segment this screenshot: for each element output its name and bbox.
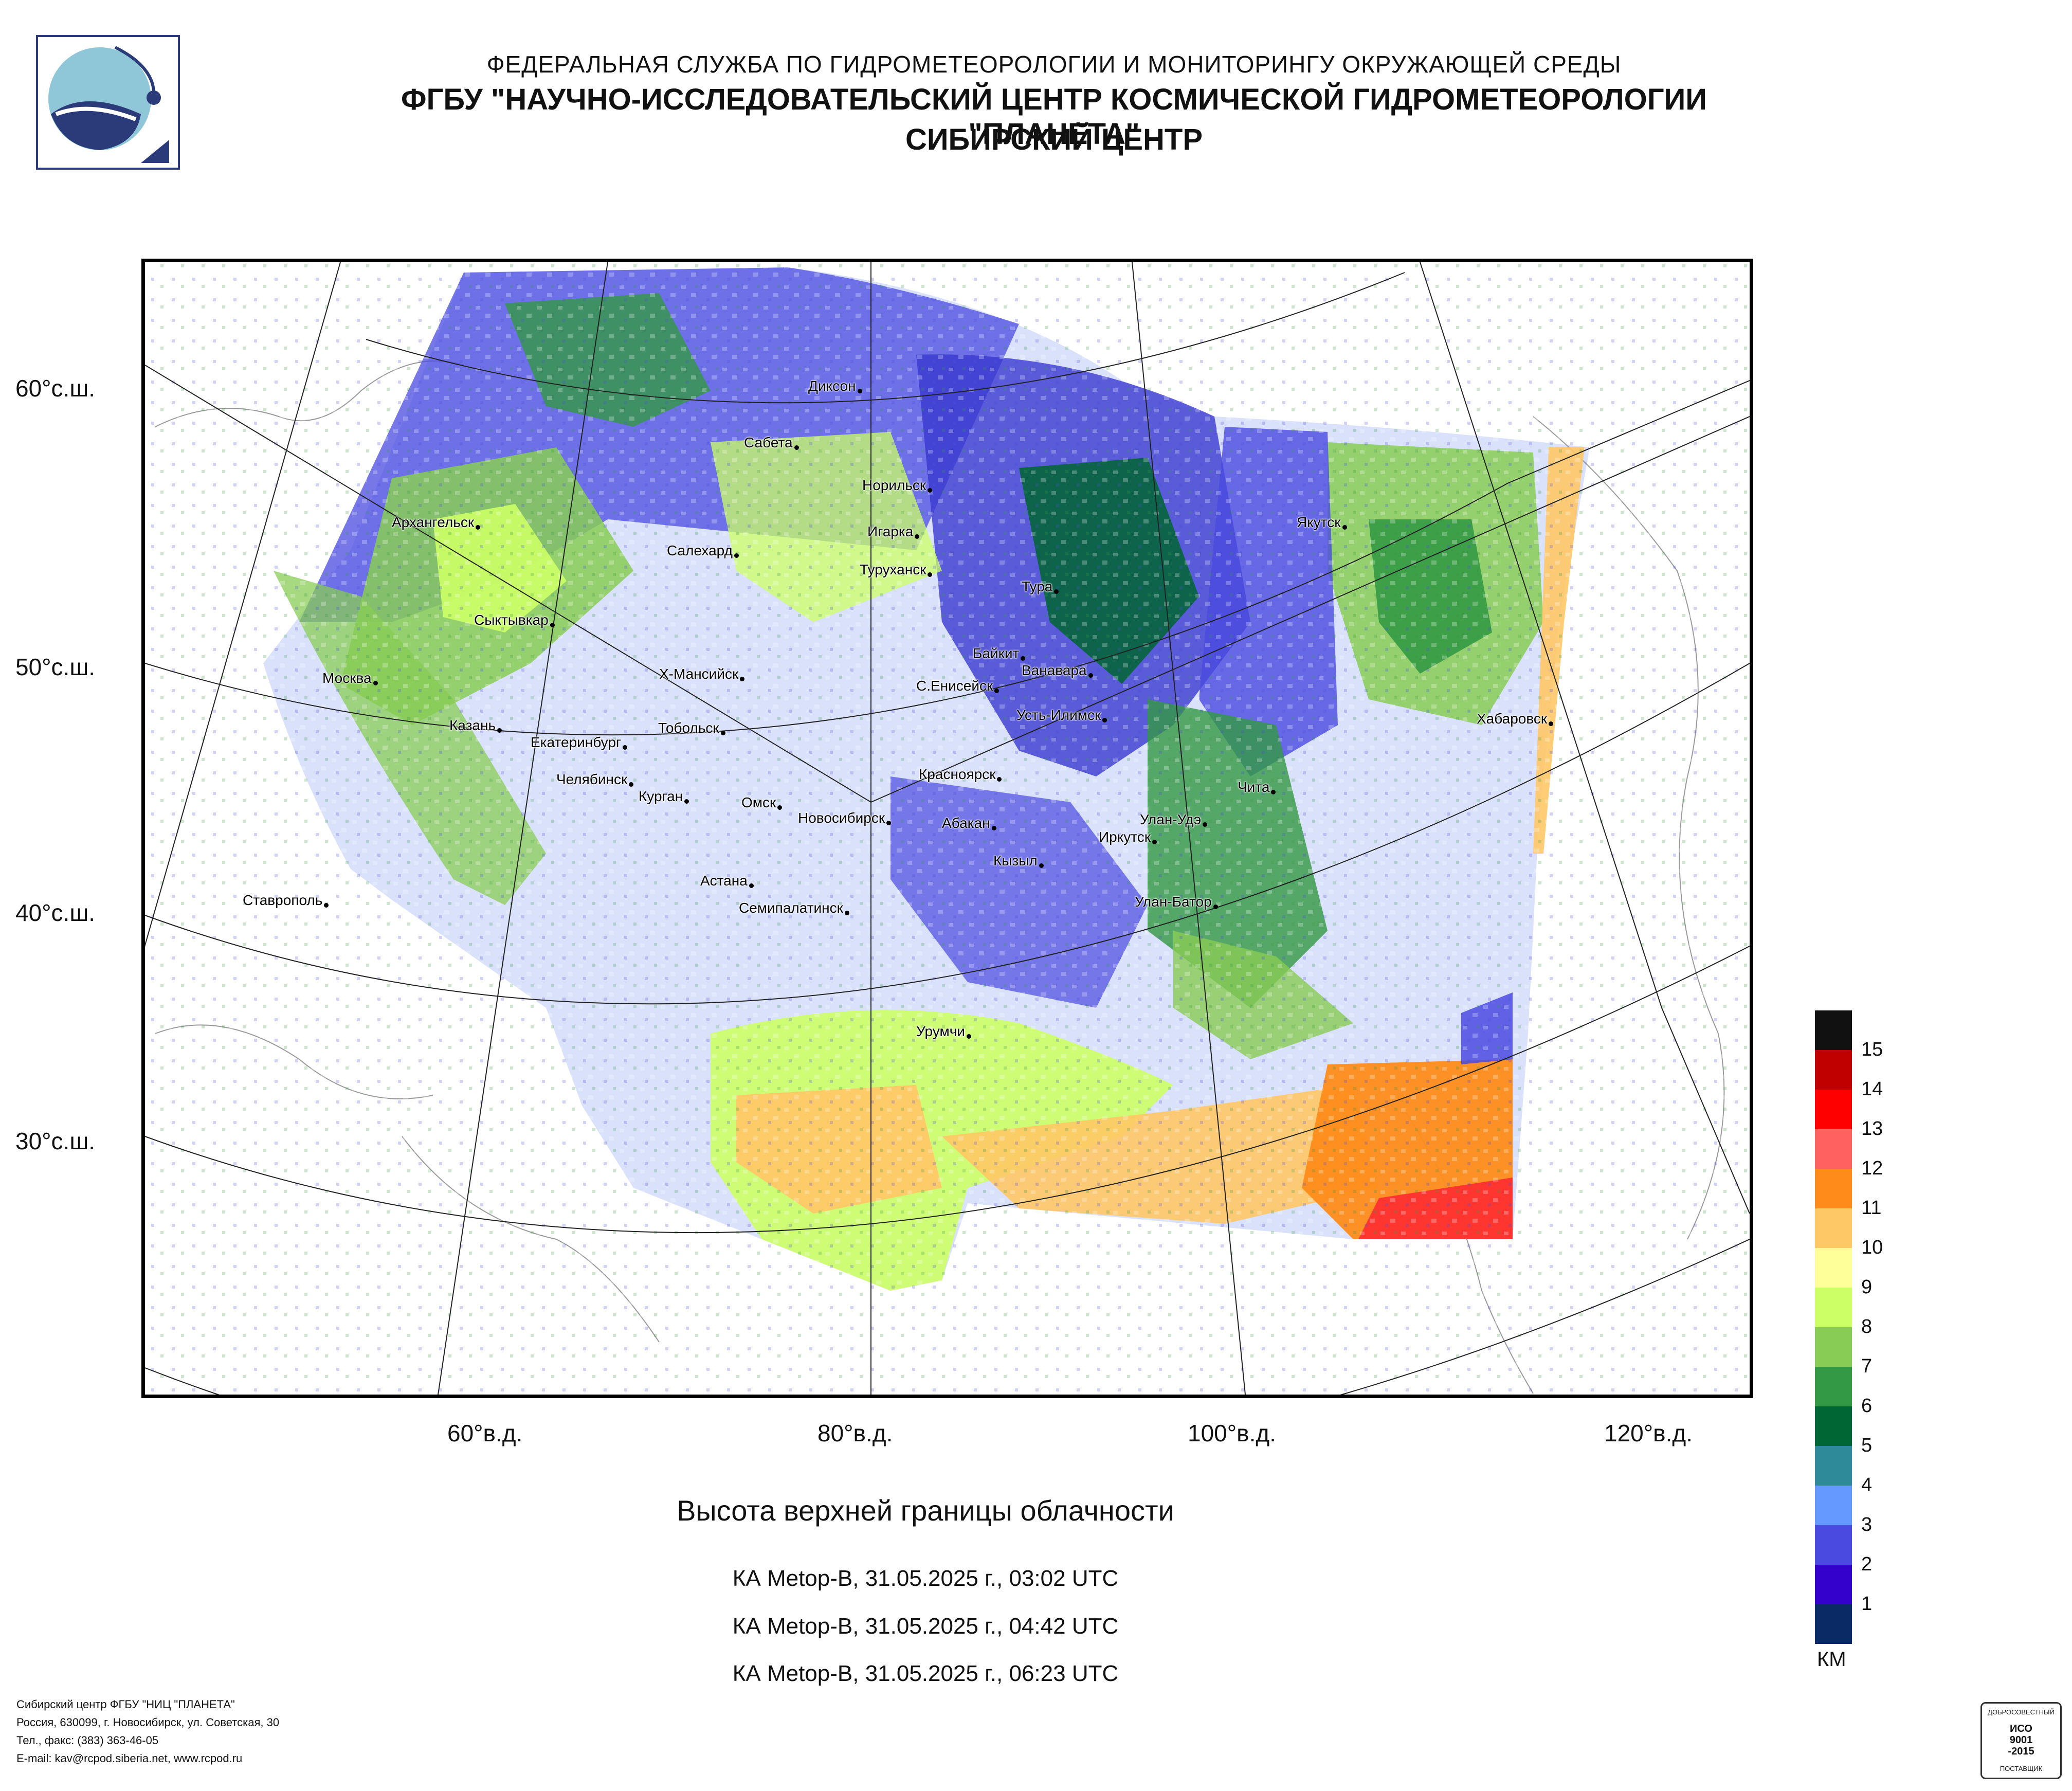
city-label: Архангельск (392, 514, 481, 530)
header-institute: ФГБУ "НАУЧНО-ИССЛЕДОВАТЕЛЬСКИЙ ЦЕНТР КОС… (401, 83, 1707, 151)
footer-address: Россия, 630099, г. Новосибирск, ул. Сове… (16, 1716, 280, 1729)
city-label: Улан-Батор (1135, 894, 1218, 910)
graticule (145, 262, 1750, 1395)
city-label: Х-Мансийск (659, 666, 745, 682)
legend-swatch (1815, 1248, 1852, 1288)
legend-swatch (1815, 1406, 1852, 1446)
lon-label-80: 80°в.д. (817, 1420, 893, 1446)
city-label: Ставрополь (243, 892, 329, 908)
city-label: Чита (1238, 779, 1276, 795)
legend-label: 6 (1861, 1395, 1873, 1417)
legend-label: 5 (1861, 1435, 1873, 1456)
city-label: Тобольск (658, 720, 725, 736)
city-label: Диксон (808, 378, 862, 394)
cert-line3: -2015 (2008, 1746, 2034, 1757)
legend-swatch (1815, 1565, 1852, 1604)
legend-label: 3 (1861, 1514, 1873, 1535)
cert-top: ДОБРОСОВЕСТНЫЙ (1988, 1708, 2055, 1716)
legend-label: 4 (1861, 1474, 1873, 1496)
city-label: С.Енисейск (916, 678, 999, 694)
map-graphics (145, 262, 1750, 1395)
footer-org: Сибирский центр ФГБУ "НИЦ "ПЛАНЕТА" (16, 1698, 235, 1711)
city-label: Челябинск (556, 771, 634, 787)
legend-swatch (1815, 1010, 1852, 1050)
city-label: Новосибирск (798, 810, 892, 826)
city-label: Норильск (862, 477, 933, 493)
city-label: Ванавара (1022, 662, 1093, 678)
city-label: Омск (741, 794, 783, 810)
city-label: Москва (322, 670, 378, 686)
legend-unit: КМ (1817, 1648, 1846, 1671)
cert-bottom: ПОСТАВЩИК (2000, 1765, 2043, 1772)
lat-label-30: 30°с.ш. (15, 1128, 96, 1154)
cert-line2: 9001 (2009, 1734, 2033, 1746)
city-label: Туруханск (860, 562, 933, 577)
organization-logo (36, 35, 180, 170)
city-label: Семипалатинск (739, 900, 849, 916)
city-label: Казань (449, 717, 502, 733)
legend-swatch (1815, 1090, 1852, 1129)
legend-swatch (1815, 1050, 1852, 1090)
legend-label: 12 (1861, 1157, 1883, 1179)
legend-swatch (1815, 1327, 1852, 1367)
lat-label-60: 60°с.ш. (15, 375, 96, 402)
lon-label-100: 100°в.д. (1188, 1420, 1276, 1446)
product-title: Высота верхней границы облачности (677, 1494, 1174, 1527)
city-label: Салехард (667, 542, 739, 558)
legend-swatch (1815, 1367, 1852, 1406)
city-label: Усть-Илимск (1016, 707, 1107, 723)
lon-label-120: 120°в.д. (1604, 1420, 1693, 1446)
city-label: Улан-Удэ (1140, 811, 1208, 827)
city-label: Абакан (942, 815, 996, 831)
header-agency: ФЕДЕРАЛЬНАЯ СЛУЖБА ПО ГИДРОМЕТЕОРОЛОГИИ … (486, 51, 1622, 78)
city-label: Кызыл (993, 853, 1044, 869)
legend-label: 10 (1861, 1237, 1883, 1258)
legend-swatch (1815, 1446, 1852, 1486)
legend-label: 13 (1861, 1118, 1883, 1139)
city-label: Екатеринбург (531, 734, 628, 750)
city-label: Сыктывкар (474, 612, 555, 628)
cloud-field (145, 262, 1750, 1395)
lat-label-50: 50°с.ш. (15, 654, 96, 680)
legend-swatch (1815, 1288, 1852, 1327)
city-label: Астана (700, 873, 754, 889)
legend-swatch (1815, 1525, 1852, 1565)
legend-label: 14 (1861, 1078, 1883, 1100)
legend-label: 8 (1861, 1316, 1873, 1337)
city-label: Курган (639, 788, 689, 804)
satellite-pass: КА Metop-B, 31.05.2025 г., 04:42 UTC (732, 1614, 1119, 1639)
city-label: Байкит (973, 645, 1026, 661)
legend-label: 2 (1861, 1553, 1873, 1575)
city-label: Якутск (1297, 514, 1347, 530)
city-label: Урумчи (916, 1023, 971, 1039)
footer-email: E-mail: kav@rcpod.siberia.net, www.rcpod… (16, 1752, 243, 1765)
cert-line1: ИСО (2010, 1723, 2032, 1734)
header-center: СИБИРСКИЙ ЦЕНТР (905, 123, 1203, 156)
city-label: Иркутск (1099, 829, 1157, 845)
lon-label-60: 60°в.д. (447, 1420, 523, 1446)
lat-label-40: 40°с.ш. (15, 899, 96, 926)
legend-label: 11 (1861, 1197, 1882, 1219)
city-label: Игарка (867, 523, 920, 539)
legend-swatch (1815, 1604, 1852, 1644)
legend-swatch (1815, 1169, 1852, 1208)
legend-label: 9 (1861, 1276, 1873, 1298)
city-label: Хабаровск (1477, 711, 1554, 727)
legend-label: 7 (1861, 1355, 1873, 1377)
satellite-pass: КА Metop-B, 31.05.2025 г., 03:02 UTC (732, 1566, 1119, 1591)
cloud-top-map: Диксон Сабета Норильск Архангельск Салех… (141, 259, 1753, 1398)
city-label: Сабета (744, 435, 799, 450)
footer-phone: Тел., факс: (383) 363-46-05 (16, 1734, 159, 1747)
city-label: Тура (1022, 578, 1059, 594)
legend-swatch (1815, 1129, 1852, 1169)
legend-swatch (1815, 1486, 1852, 1525)
legend-swatch (1815, 1208, 1852, 1248)
city-label: Красноярск (919, 766, 1003, 782)
legend-label: 15 (1861, 1039, 1883, 1060)
satellite-pass: КА Metop-B, 31.05.2025 г., 06:23 UTC (732, 1661, 1119, 1686)
iso-certificate-badge: ДОБРОСОВЕСТНЫЙ ИСО 9001 -2015 ПОСТАВЩИК (1980, 1702, 2062, 1779)
legend-label: 1 (1861, 1593, 1873, 1615)
color-legend (1815, 1010, 1852, 1644)
